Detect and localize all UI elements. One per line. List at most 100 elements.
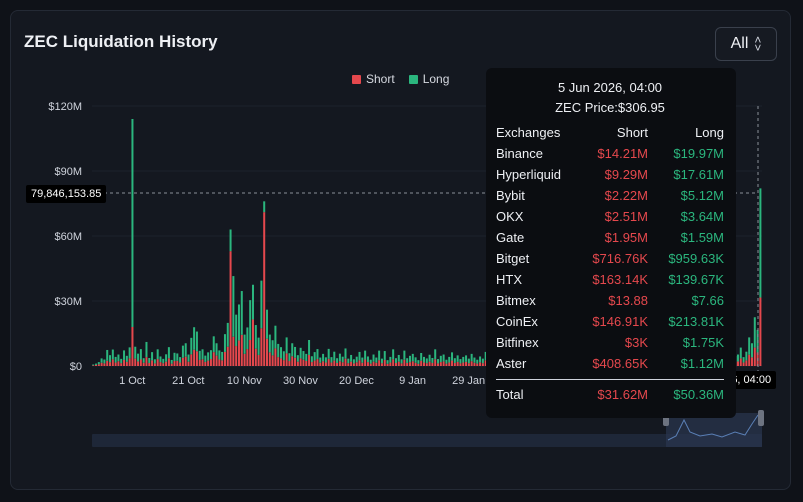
bar-long [417, 360, 420, 364]
bar-short [268, 352, 271, 366]
bar-short [232, 336, 235, 366]
bar-long [109, 355, 112, 363]
tooltip-long-value: $139.67K [668, 272, 724, 287]
bar-long [422, 356, 425, 363]
tooltip-row: Hyperliquid $9.29M $17.61M [496, 164, 724, 185]
bar-long [327, 348, 330, 359]
tooltip-col-long: Long [695, 125, 724, 140]
bar-long [240, 291, 243, 335]
bar-short [162, 363, 165, 366]
bar-long [350, 354, 353, 362]
bar-long [134, 346, 137, 359]
bar-long [336, 358, 339, 363]
bar-short [386, 363, 389, 366]
bar-long [467, 358, 470, 364]
bar-long [473, 357, 476, 363]
bar-long [451, 352, 454, 361]
x-tick-label: 20 Dec [339, 375, 374, 387]
crosshair-value-label: 79,846,153.85 [26, 185, 107, 203]
bar-long [386, 360, 389, 364]
x-tick-label: 21 Oct [172, 375, 204, 387]
bar-short [422, 362, 425, 366]
bar-short [229, 251, 232, 366]
bar-short [750, 357, 753, 366]
bar-long [274, 325, 277, 349]
bar-short [249, 340, 252, 366]
bar-short [316, 359, 319, 366]
bar-short [128, 358, 131, 366]
range-navigator-selection [666, 413, 762, 447]
bar-long [106, 349, 109, 361]
bar-long [366, 356, 369, 363]
bar-short [201, 359, 204, 366]
bar-short [453, 362, 456, 366]
bar-short [223, 351, 226, 366]
bar-long [291, 343, 294, 357]
bar-long [229, 229, 232, 252]
range-select[interactable]: All ˄ ˅ [715, 27, 777, 61]
bar-long [280, 347, 283, 359]
x-tick-label: 1 Oct [119, 375, 145, 387]
bar-short [282, 360, 285, 366]
bar-short [103, 363, 106, 366]
bar-short [288, 361, 291, 366]
bar-long [128, 347, 131, 359]
bar-short [372, 361, 375, 366]
bar-short [479, 362, 482, 366]
tooltip-long-value: $7.66 [691, 293, 724, 308]
bar-long [476, 359, 479, 364]
bar-long [173, 352, 176, 362]
tooltip-row: Gate $1.95M $1.59M [496, 227, 724, 248]
bar-long [215, 343, 218, 356]
tooltip-short-value: $9.29M [604, 167, 648, 182]
bar-short [355, 362, 358, 366]
legend-item-long[interactable]: Long [408, 72, 450, 86]
bar-short [753, 347, 756, 366]
bar-short [350, 361, 353, 366]
legend-label-long: Long [422, 72, 450, 86]
bar-short [428, 361, 431, 366]
bar-short [266, 338, 269, 366]
bar-long [383, 351, 386, 360]
bar-short [291, 356, 294, 366]
bar-short [184, 356, 187, 366]
bar-long [742, 357, 745, 363]
bar-short [296, 361, 299, 366]
bar-long [193, 327, 196, 350]
legend: Short Long [352, 72, 449, 86]
bar-short [462, 362, 465, 366]
tooltip-short-value: $14.21M [597, 146, 648, 161]
bar-long [212, 336, 215, 353]
bar-short [333, 360, 336, 366]
bar-long [411, 353, 414, 362]
bar-long [184, 343, 187, 357]
bar-long [251, 284, 254, 320]
bar-long [347, 358, 350, 364]
bar-short [392, 359, 395, 366]
bar-short [165, 361, 168, 366]
bar-long [100, 358, 103, 363]
bar-short [439, 362, 442, 366]
bar-long [364, 350, 367, 360]
bar-short [251, 319, 254, 366]
bar-long [338, 353, 341, 362]
bar-short [369, 363, 372, 366]
bar-long [145, 341, 148, 358]
bar-long [254, 325, 257, 349]
bar-short [134, 358, 137, 366]
bar-long [361, 357, 364, 363]
bar-short [448, 362, 451, 366]
tooltip-exchange-name: Bybit [496, 188, 525, 203]
bar-long [333, 351, 336, 361]
bar-short [467, 363, 470, 366]
bar-short [204, 361, 207, 366]
bar-short [341, 362, 344, 366]
bar-short [274, 348, 277, 366]
bar-long [257, 337, 260, 355]
legend-item-short[interactable]: Short [352, 72, 395, 86]
bar-long [221, 351, 224, 361]
bar-short [125, 361, 128, 366]
bar-long [288, 353, 291, 362]
bar-short [736, 361, 739, 366]
bar-long [120, 358, 123, 364]
